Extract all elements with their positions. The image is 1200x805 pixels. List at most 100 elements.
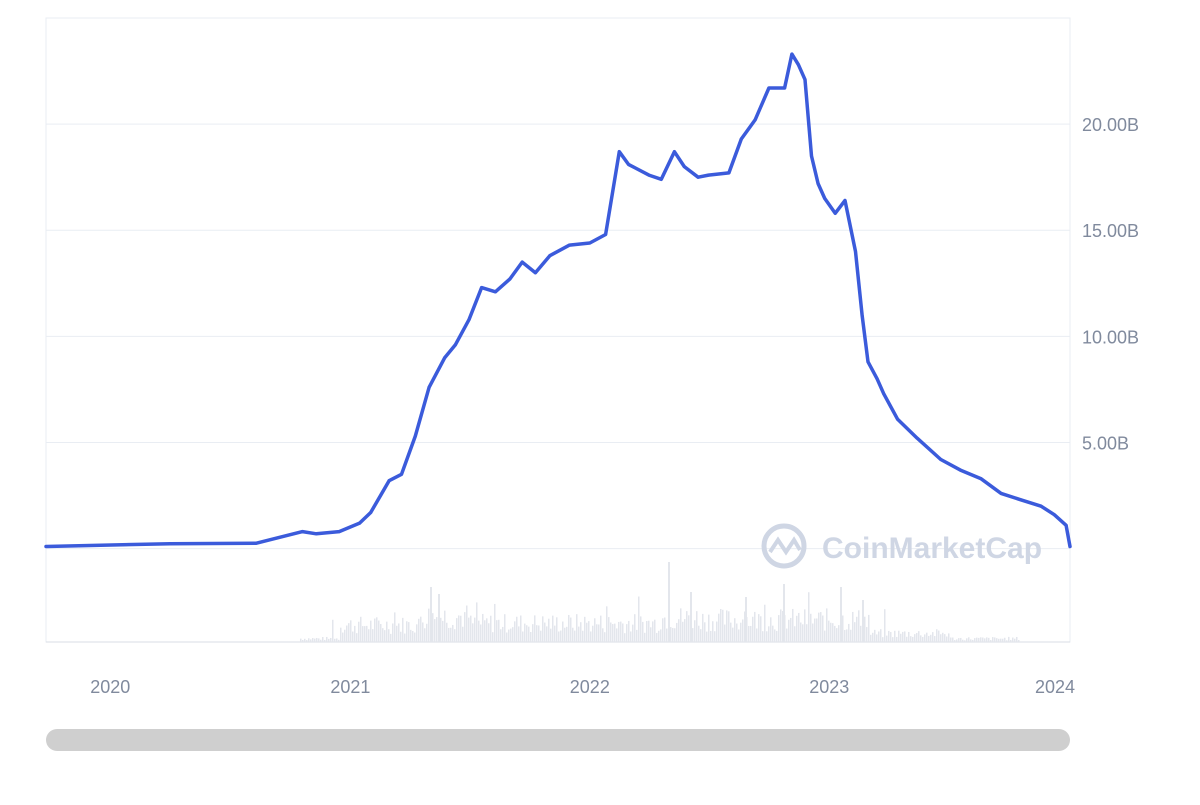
- volume-bar: [452, 624, 454, 642]
- range-scrollbar[interactable]: [46, 729, 1070, 751]
- volume-bar: [662, 618, 664, 642]
- volume-bar: [940, 634, 942, 642]
- volume-bar: [556, 617, 558, 642]
- volume-bar: [440, 617, 442, 642]
- volume-bar: [774, 629, 776, 642]
- volume-bar: [494, 603, 496, 642]
- data-point: [810, 154, 813, 158]
- volume-bar: [756, 628, 758, 642]
- volume-bar: [872, 632, 874, 642]
- volume-bar: [720, 608, 722, 642]
- volume-bar: [656, 632, 658, 642]
- data-point: [314, 532, 318, 536]
- volume-bar: [622, 623, 624, 642]
- y-tick-label: 5.00B: [1082, 433, 1129, 453]
- y-tick-label: 10.00B: [1082, 327, 1139, 347]
- volume-bar: [1006, 640, 1008, 642]
- volume-bar: [414, 632, 416, 642]
- volume-bar: [930, 634, 932, 642]
- volume-bar: [318, 638, 320, 642]
- volume-bar: [918, 631, 920, 642]
- volume-bar: [800, 622, 802, 642]
- volume-bar: [422, 622, 424, 642]
- volume-bar: [524, 623, 526, 642]
- volume-bar: [894, 630, 896, 642]
- watermark: CoinMarketCap: [761, 523, 1042, 569]
- x-axis: 2020 2021 2022 2023 2024: [90, 677, 1075, 697]
- volume-bar: [450, 627, 452, 642]
- volume-bar: [516, 616, 518, 642]
- volume-bar: [518, 626, 520, 642]
- volume-bar: [438, 594, 440, 642]
- volume-bar: [668, 562, 670, 642]
- data-point: [1039, 504, 1043, 508]
- data-point: [467, 317, 471, 321]
- volume-bar: [870, 634, 872, 642]
- volume-bar: [900, 633, 902, 642]
- volume-bar: [428, 608, 430, 642]
- volume-bar: [574, 630, 576, 642]
- volume-bar: [636, 629, 638, 642]
- volume-bar: [876, 634, 878, 642]
- volume-bar: [898, 630, 900, 642]
- volume-bar: [326, 636, 328, 642]
- volume-bar: [306, 640, 308, 642]
- volume-bar: [300, 638, 302, 642]
- volume-bar: [316, 637, 318, 642]
- volume-bar: [938, 630, 940, 642]
- volume-bar: [690, 592, 692, 642]
- volume-bar: [958, 638, 960, 642]
- volume-bar: [808, 592, 810, 642]
- volume-bar: [330, 637, 332, 642]
- volume-bar: [500, 629, 502, 642]
- volume-bar: [506, 632, 508, 642]
- volume-bar: [352, 631, 354, 642]
- volume-bar: [840, 587, 842, 642]
- volume-bar: [398, 623, 400, 642]
- volume-bar: [498, 619, 500, 642]
- data-point: [753, 118, 757, 122]
- volume-bar: [864, 616, 866, 642]
- data-point: [860, 313, 864, 317]
- volume-bar: [934, 636, 936, 642]
- volume-bar: [590, 631, 592, 642]
- data-point: [604, 233, 608, 236]
- x-tick-label: 2024: [1035, 677, 1075, 697]
- volume-bar: [446, 622, 448, 642]
- volume-bar: [712, 621, 714, 642]
- data-point: [168, 542, 172, 546]
- volume-bar: [842, 615, 844, 642]
- volume-bar: [378, 620, 380, 642]
- volume-bar: [360, 616, 362, 642]
- volume-bar: [482, 613, 484, 642]
- volume-bar: [628, 620, 630, 642]
- volume-bar: [724, 624, 726, 642]
- data-point: [588, 241, 592, 245]
- data-point: [44, 545, 48, 548]
- volume-bar: [890, 632, 892, 642]
- volume-bar: [626, 624, 628, 642]
- volume-bar: [834, 625, 836, 642]
- volume-bar: [578, 626, 580, 642]
- volume-bar: [356, 633, 358, 642]
- data-point: [647, 173, 651, 177]
- data-point: [739, 137, 743, 141]
- volume-bar: [348, 623, 350, 642]
- data-point: [843, 199, 847, 202]
- data-point: [568, 243, 571, 247]
- volume-bar: [950, 637, 952, 642]
- volume-bar: [606, 606, 608, 642]
- volume-bar: [738, 629, 740, 642]
- volume-bar: [670, 627, 672, 642]
- volume-bar: [762, 631, 764, 642]
- volume-bar: [334, 638, 336, 642]
- watermark-logo-icon: [761, 523, 807, 569]
- data-point: [1068, 545, 1072, 548]
- volume-bar: [754, 611, 756, 642]
- volume-bar: [702, 613, 704, 642]
- volume-bar: [992, 637, 994, 642]
- volume-bar: [956, 639, 958, 642]
- y-tick-label: 15.00B: [1082, 221, 1139, 241]
- volume-bar: [942, 632, 944, 642]
